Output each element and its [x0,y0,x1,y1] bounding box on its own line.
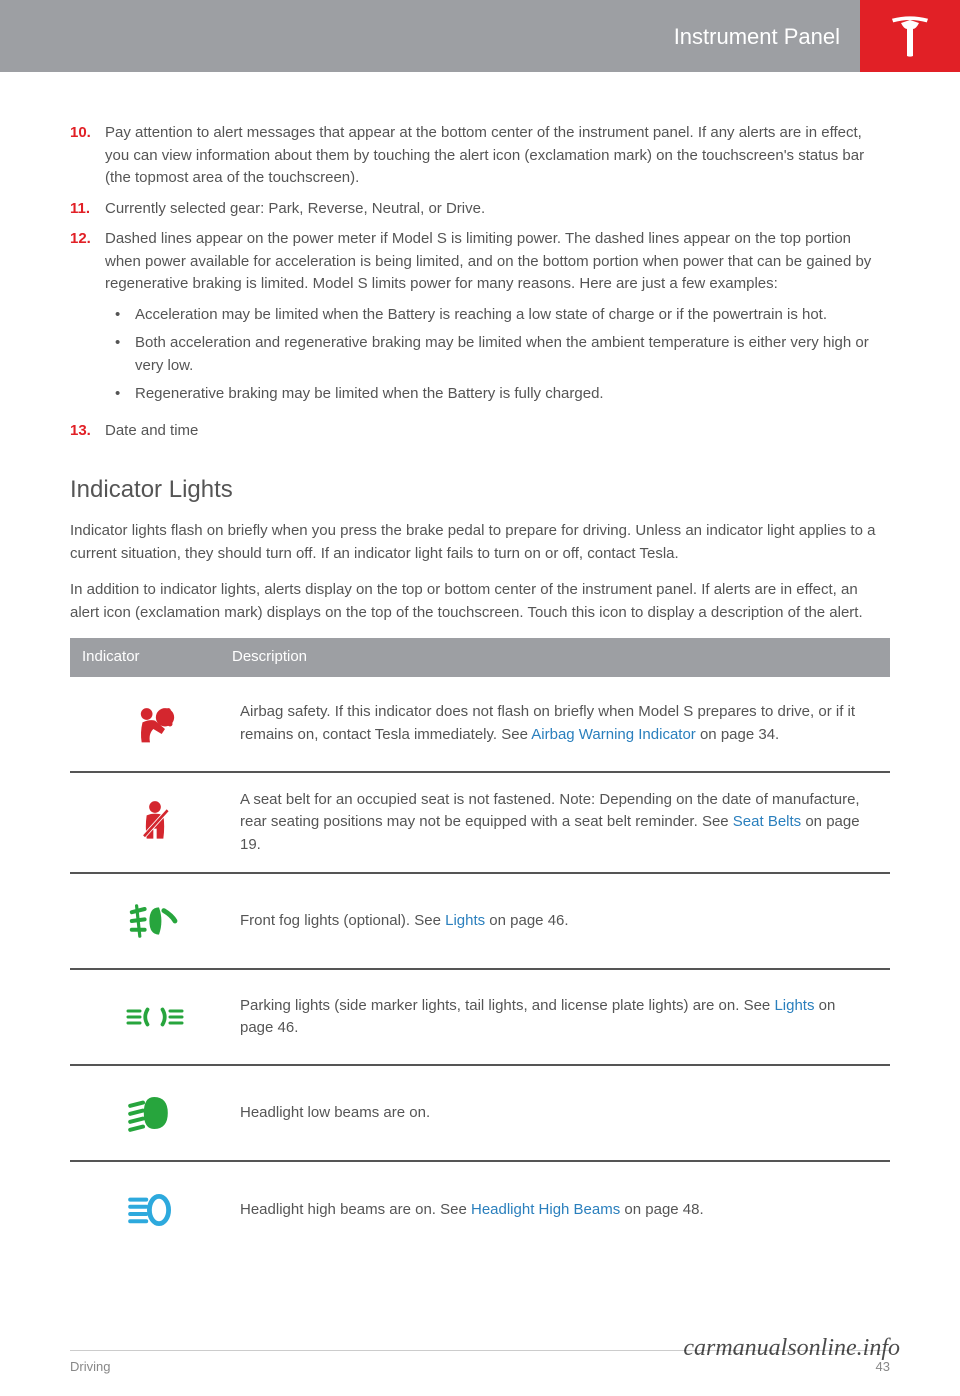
bullet-text: Regenerative braking may be limited when… [135,383,604,406]
indicator-description: Airbag safety. If this indicator does no… [240,701,890,746]
list-item-12: 12. Dashed lines appear on the power met… [70,228,890,412]
bullet-text: Both acceleration and regenerative braki… [135,332,890,377]
list-number: 12. [70,228,105,412]
indicator-row-parking-lights: Parking lights (side marker lights, tail… [70,970,890,1066]
paragraph: Indicator lights flash on briefly when y… [70,520,890,565]
table-header-row: Indicator Description [70,638,890,677]
column-header-description: Description [232,646,878,669]
parking-lights-icon [70,1003,240,1031]
xref-link-seatbelts[interactable]: Seat Belts [733,813,801,830]
indicator-row-seatbelt: A seat belt for an occupied seat is not … [70,773,890,875]
high-beam-icon [70,1190,240,1230]
desc-text: on page 48. [620,1201,703,1218]
indicator-description: Headlight low beams are on. [240,1102,890,1125]
column-header-indicator: Indicator [82,646,232,669]
main-content: 10. Pay attention to alert messages that… [0,72,960,1258]
xref-link-lights[interactable]: Lights [774,997,814,1014]
indicator-description: Headlight high beams are on. See Headlig… [240,1199,890,1222]
fog-lights-icon [70,901,240,941]
paragraph: In addition to indicator lights, alerts … [70,579,890,624]
numbered-list: 10. Pay attention to alert messages that… [70,122,890,442]
page-header: Instrument Panel [0,0,960,72]
desc-text: Headlight low beams are on. [240,1104,430,1121]
list-text: Date and time [105,420,890,443]
indicator-description: Parking lights (side marker lights, tail… [240,995,890,1040]
bullet-icon: • [105,332,135,377]
page-title: Instrument Panel [674,20,840,53]
xref-link-high-beams[interactable]: Headlight High Beams [471,1201,620,1218]
indicator-row-airbag: Airbag safety. If this indicator does no… [70,677,890,773]
desc-text: Parking lights (side marker lights, tail… [240,997,774,1014]
bullet-item: •Both acceleration and regenerative brak… [105,332,890,377]
list-item-11: 11. Currently selected gear: Park, Rever… [70,198,890,221]
xref-link-lights[interactable]: Lights [445,912,485,929]
list-item-13: 13. Date and time [70,420,890,443]
list-body: Dashed lines appear on the power meter i… [105,230,871,292]
desc-text: Headlight high beams are on. See [240,1201,471,1218]
desc-text: on page 34. [696,726,779,743]
indicator-row-fog-lights: Front fog lights (optional). See Lights … [70,874,890,970]
bullet-icon: • [105,383,135,406]
bullet-item: •Regenerative braking may be limited whe… [105,383,890,406]
bullet-text: Acceleration may be limited when the Bat… [135,304,827,327]
watermark: carmanualsonline.info [683,1330,900,1366]
desc-text: Front fog lights (optional). See [240,912,445,929]
indicator-description: Front fog lights (optional). See Lights … [240,910,890,933]
bullet-icon: • [105,304,135,327]
section-heading: Indicator Lights [70,472,890,508]
list-number: 13. [70,420,105,443]
bullet-item: •Acceleration may be limited when the Ba… [105,304,890,327]
airbag-icon [70,699,240,749]
bullet-list: •Acceleration may be limited when the Ba… [105,304,890,406]
indicator-row-low-beams: Headlight low beams are on. [70,1066,890,1162]
tesla-logo [860,0,960,72]
low-beam-icon [70,1093,240,1133]
list-text: Currently selected gear: Park, Reverse, … [105,198,890,221]
xref-link-airbag[interactable]: Airbag Warning Indicator [531,726,696,743]
indicator-description: A seat belt for an occupied seat is not … [240,789,890,857]
list-item-10: 10. Pay attention to alert messages that… [70,122,890,190]
indicator-row-high-beams: Headlight high beams are on. See Headlig… [70,1162,890,1258]
seatbelt-icon [70,797,240,847]
list-number: 10. [70,122,105,190]
desc-text: on page 46. [485,912,568,929]
list-number: 11. [70,198,105,221]
list-text: Pay attention to alert messages that app… [105,122,890,190]
list-text: Dashed lines appear on the power meter i… [105,228,890,412]
footer-section: Driving [70,1357,110,1377]
